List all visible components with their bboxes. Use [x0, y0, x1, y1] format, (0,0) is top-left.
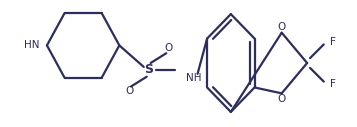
Text: O: O [277, 22, 286, 32]
Text: F: F [330, 79, 336, 89]
Text: O: O [125, 86, 133, 96]
Text: NH: NH [186, 73, 201, 83]
Text: O: O [277, 94, 286, 104]
Text: S: S [144, 63, 153, 76]
Text: O: O [164, 43, 172, 53]
Text: F: F [330, 37, 336, 47]
Text: HN: HN [24, 40, 39, 50]
